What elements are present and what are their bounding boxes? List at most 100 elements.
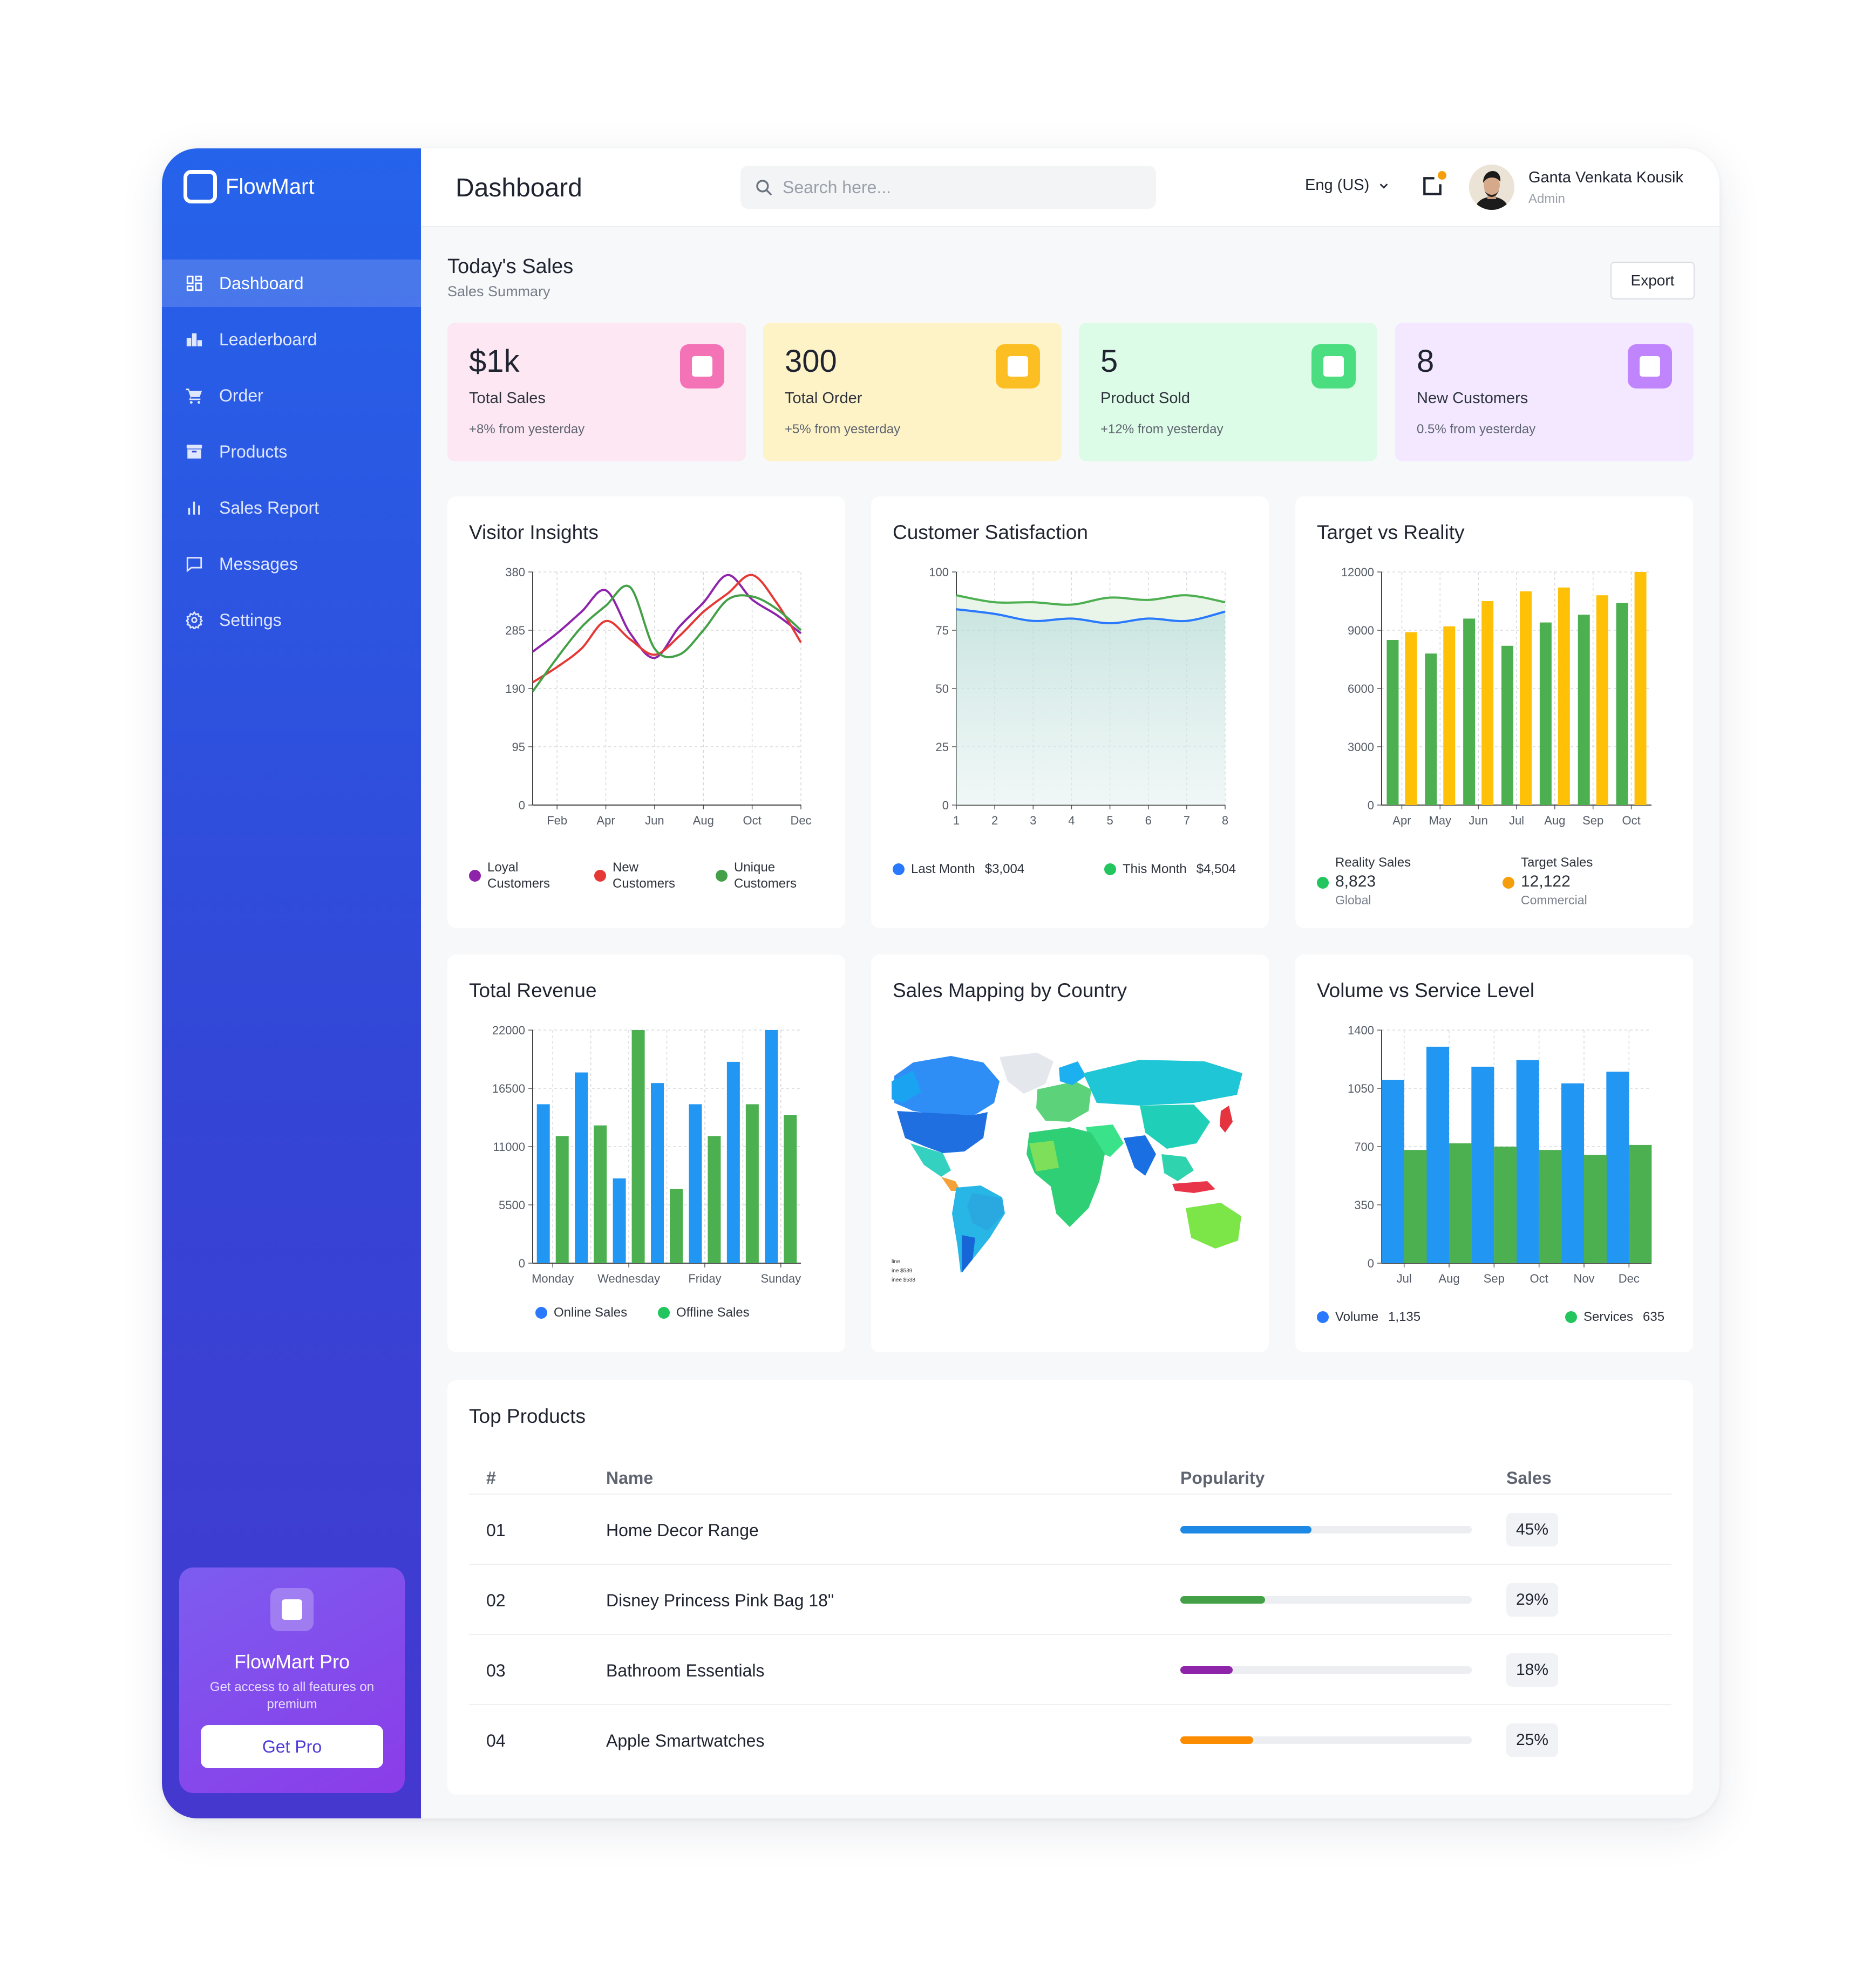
sidebar-item-label: Messages: [219, 554, 298, 574]
bar-offline-sales-tuesday: [594, 1125, 607, 1263]
row-number: 01: [486, 1521, 506, 1540]
app-logo[interactable]: FlowMart: [183, 170, 314, 203]
bar-services-oct: [1539, 1150, 1562, 1263]
notification-button[interactable]: [1420, 171, 1446, 198]
bar-offline-sales-monday: [555, 1136, 569, 1263]
stat-card-product-sold: 5 Product Sold +12% from yesterday: [1079, 323, 1377, 461]
legend-value: 1,135: [1388, 1310, 1421, 1324]
map-central-america: [941, 1177, 961, 1191]
x-tick-label: Dec: [790, 814, 811, 827]
bar-volume-dec: [1606, 1072, 1629, 1263]
bar-reality-sales-apr: [1386, 640, 1399, 805]
sidebar-item-sales-report[interactable]: Sales Report: [162, 484, 421, 531]
line-series-unique-customers: [532, 584, 802, 692]
stat-label: New Customers: [1417, 390, 1528, 407]
bar-services-dec: [1629, 1144, 1652, 1263]
table-row[interactable]: 04 Apple Smartwatches 25%: [469, 1704, 1671, 1774]
dashboard-icon: [185, 274, 204, 293]
user-name: Ganta Venkata Kousik: [1528, 169, 1683, 186]
sidebar-item-products[interactable]: Products: [162, 428, 421, 475]
total-revenue-chart: 0 5500 11000 16500 22000 Monday Wednesday Frida…: [492, 1024, 801, 1285]
legend-label: Target Sales: [1521, 855, 1593, 870]
x-tick-label: Oct: [1622, 814, 1640, 827]
export-button[interactable]: Export: [1610, 262, 1695, 299]
card-title: Customer Satisfaction: [893, 521, 1088, 543]
bar-services-nov: [1584, 1155, 1607, 1263]
sidebar-item-label: Leaderboard: [219, 329, 317, 349]
sidebar-item-leaderboard[interactable]: Leaderboard: [162, 316, 421, 363]
stat-label: Total Order: [785, 390, 862, 407]
y-tick-label: 16500: [492, 1082, 525, 1095]
sidebar-nav: Dashboard Leaderboard Order Products Sal…: [162, 260, 421, 652]
legend-label: Last Month: [911, 862, 975, 876]
sidebar-item-messages[interactable]: Messages: [162, 540, 421, 588]
legend-label: This Month: [1123, 862, 1187, 876]
world-map: line ine $539 inee $538: [892, 1053, 1242, 1283]
volume-vs-service-chart: 0 350 700 1050 1400 Jul Aug Sep Oct Nov Dec: [1348, 1024, 1652, 1285]
bar-offline-sales-wednesday: [631, 1030, 645, 1263]
y-tick-label: 6000: [1348, 682, 1374, 696]
x-tick-label: Jun: [645, 814, 664, 827]
bar-offline-sales-friday: [708, 1136, 721, 1263]
bar-online-sales-tuesday: [575, 1072, 588, 1263]
visitor-insights-chart: 0 95 190 285 380 Feb Apr Jun Aug Oct Dec: [505, 565, 811, 827]
y-tick-label: 5500: [499, 1198, 525, 1212]
stat-label: Product Sold: [1100, 390, 1191, 407]
line-series-this-month: [956, 594, 1226, 606]
y-tick-label: 100: [929, 565, 949, 579]
card-title: Visitor Insights: [469, 521, 599, 543]
card-title: Top Products: [469, 1405, 586, 1427]
legend-label: Offline Sales: [676, 1305, 750, 1320]
product-name: Home Decor Range: [606, 1521, 759, 1540]
stat-value: 300: [785, 344, 837, 379]
sidebar-item-label: Settings: [219, 610, 282, 630]
x-tick-label: May: [1429, 814, 1452, 827]
y-tick-label: 0: [1368, 799, 1374, 812]
stat-card-total-sales: $1k Total Sales +8% from yesterday: [447, 323, 746, 461]
stat-change: +8% from yesterday: [469, 422, 585, 437]
y-tick-label: 285: [505, 624, 525, 637]
bar-target-sales-sep: [1596, 595, 1608, 805]
sales-badge: 29%: [1506, 1583, 1558, 1617]
get-pro-button[interactable]: Get Pro: [201, 1725, 383, 1768]
x-tick-label: Sunday: [760, 1272, 801, 1285]
stat-icon: [680, 344, 724, 388]
card-title: Target vs Reality: [1317, 521, 1465, 543]
map-australia: [1186, 1203, 1241, 1249]
table-row[interactable]: 01 Home Decor Range 45%: [469, 1494, 1671, 1564]
total-revenue-card: Total Revenue 0 5500 11000 16500 22000 Monday…: [447, 955, 845, 1352]
x-tick-label: Apr: [1392, 814, 1411, 827]
y-tick-label: 0: [519, 1257, 525, 1270]
legend-unique-customers: Unique Customers: [716, 860, 813, 892]
leaderboard-icon: [185, 330, 204, 349]
table-row[interactable]: 03 Bathroom Essentials 18%: [469, 1634, 1671, 1704]
bar-reality-sales-may: [1425, 653, 1437, 805]
card-title: Sales Mapping by Country: [893, 979, 1127, 1001]
legend-label: Volume: [1335, 1310, 1379, 1324]
language-label: Eng (US): [1305, 176, 1370, 194]
legend-value: 8,823: [1335, 873, 1376, 890]
map-southeast-asia: [1161, 1154, 1194, 1181]
sidebar-item-dashboard[interactable]: Dashboard: [162, 260, 421, 307]
table-row[interactable]: 02 Disney Princess Pink Bag 18" 29%: [469, 1564, 1671, 1634]
logo-mark-icon: [183, 170, 217, 203]
y-tick-label: 380: [505, 565, 525, 579]
stat-value: 8: [1417, 344, 1435, 379]
legend-offline-sales: Offline Sales: [658, 1305, 750, 1320]
language-selector[interactable]: Eng (US): [1305, 176, 1390, 194]
x-tick-label: 2: [991, 814, 998, 827]
legend-services: Services 635: [1565, 1310, 1664, 1325]
search-input[interactable]: Search here...: [740, 166, 1156, 209]
sales-badge: 45%: [1506, 1513, 1558, 1546]
map-note: inee $538: [892, 1277, 915, 1283]
legend-value: $4,504: [1196, 862, 1236, 876]
legend-sub: Commercial: [1521, 893, 1587, 907]
map-europe: [1036, 1081, 1091, 1122]
stat-card-new-customers: 8 New Customers 0.5% from yesterday: [1395, 323, 1694, 461]
avatar[interactable]: [1469, 165, 1514, 210]
map-brazil: [967, 1193, 1004, 1231]
y-tick-label: 350: [1354, 1198, 1374, 1212]
sidebar-item-settings[interactable]: Settings: [162, 596, 421, 644]
sidebar-item-order[interactable]: Order: [162, 372, 421, 419]
map-japan: [1220, 1106, 1233, 1133]
